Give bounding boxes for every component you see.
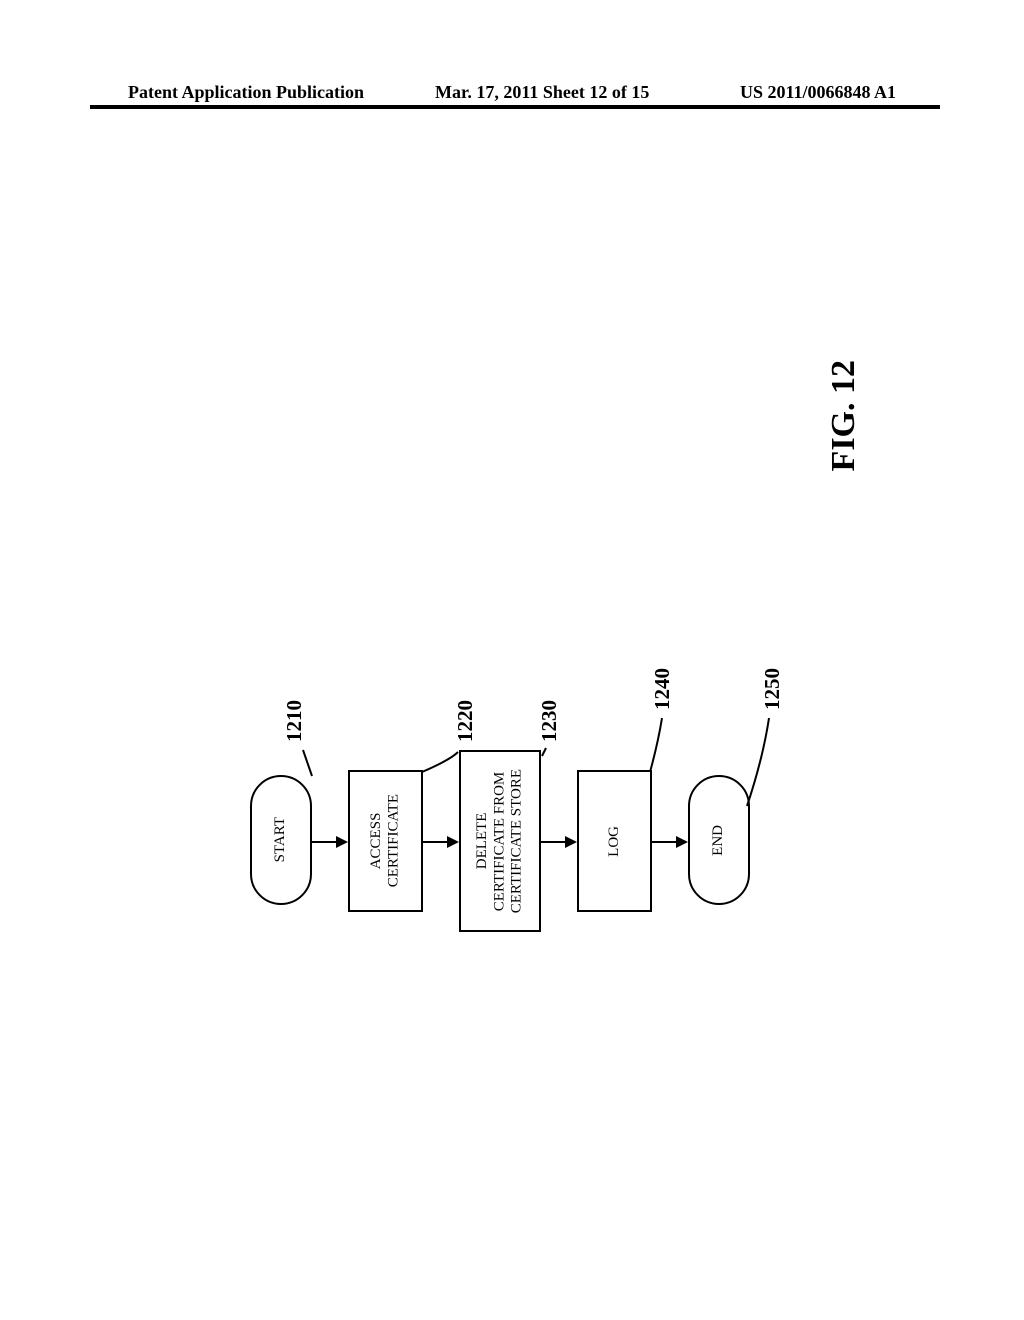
node-end: END <box>688 775 750 905</box>
node-start-label: START <box>272 817 289 862</box>
arrow-delete-log <box>541 834 577 850</box>
node-log: LOG <box>577 770 652 912</box>
node-log-label: LOG <box>606 826 623 857</box>
ref-line-1220 <box>420 750 460 774</box>
ref-1210: 1210 <box>282 700 307 748</box>
ref-line-1230 <box>540 748 552 758</box>
node-end-label: END <box>710 825 727 856</box>
header-date-sheet: Mar. 17, 2011 Sheet 12 of 15 <box>435 82 649 103</box>
header-patent-number: US 2011/0066848 A1 <box>740 82 896 103</box>
node-delete-label: DELETE CERTIFICATE FROM CERTIFICATE STOR… <box>474 769 526 913</box>
ref-1250: 1250 <box>760 668 785 716</box>
ref-line-1210 <box>300 750 320 778</box>
node-access: ACCESS CERTIFICATE <box>348 770 423 912</box>
page: Patent Application Publication Mar. 17, … <box>0 0 1024 1320</box>
ref-line-1250 <box>745 718 773 808</box>
ref-1220: 1220 <box>453 700 478 748</box>
arrow-access-delete <box>423 834 459 850</box>
ref-1240: 1240 <box>650 668 675 716</box>
arrow-start-access <box>312 834 348 850</box>
node-start: START <box>250 775 312 905</box>
arrow-log-end <box>652 834 688 850</box>
header-rule <box>90 105 940 109</box>
ref-1230: 1230 <box>537 700 562 748</box>
figure-label: FIG. 12 <box>825 360 863 480</box>
node-access-label: ACCESS CERTIFICATE <box>368 794 403 887</box>
node-delete: DELETE CERTIFICATE FROM CERTIFICATE STOR… <box>459 750 541 932</box>
header-publication: Patent Application Publication <box>128 82 364 103</box>
ref-line-1240 <box>648 718 666 774</box>
